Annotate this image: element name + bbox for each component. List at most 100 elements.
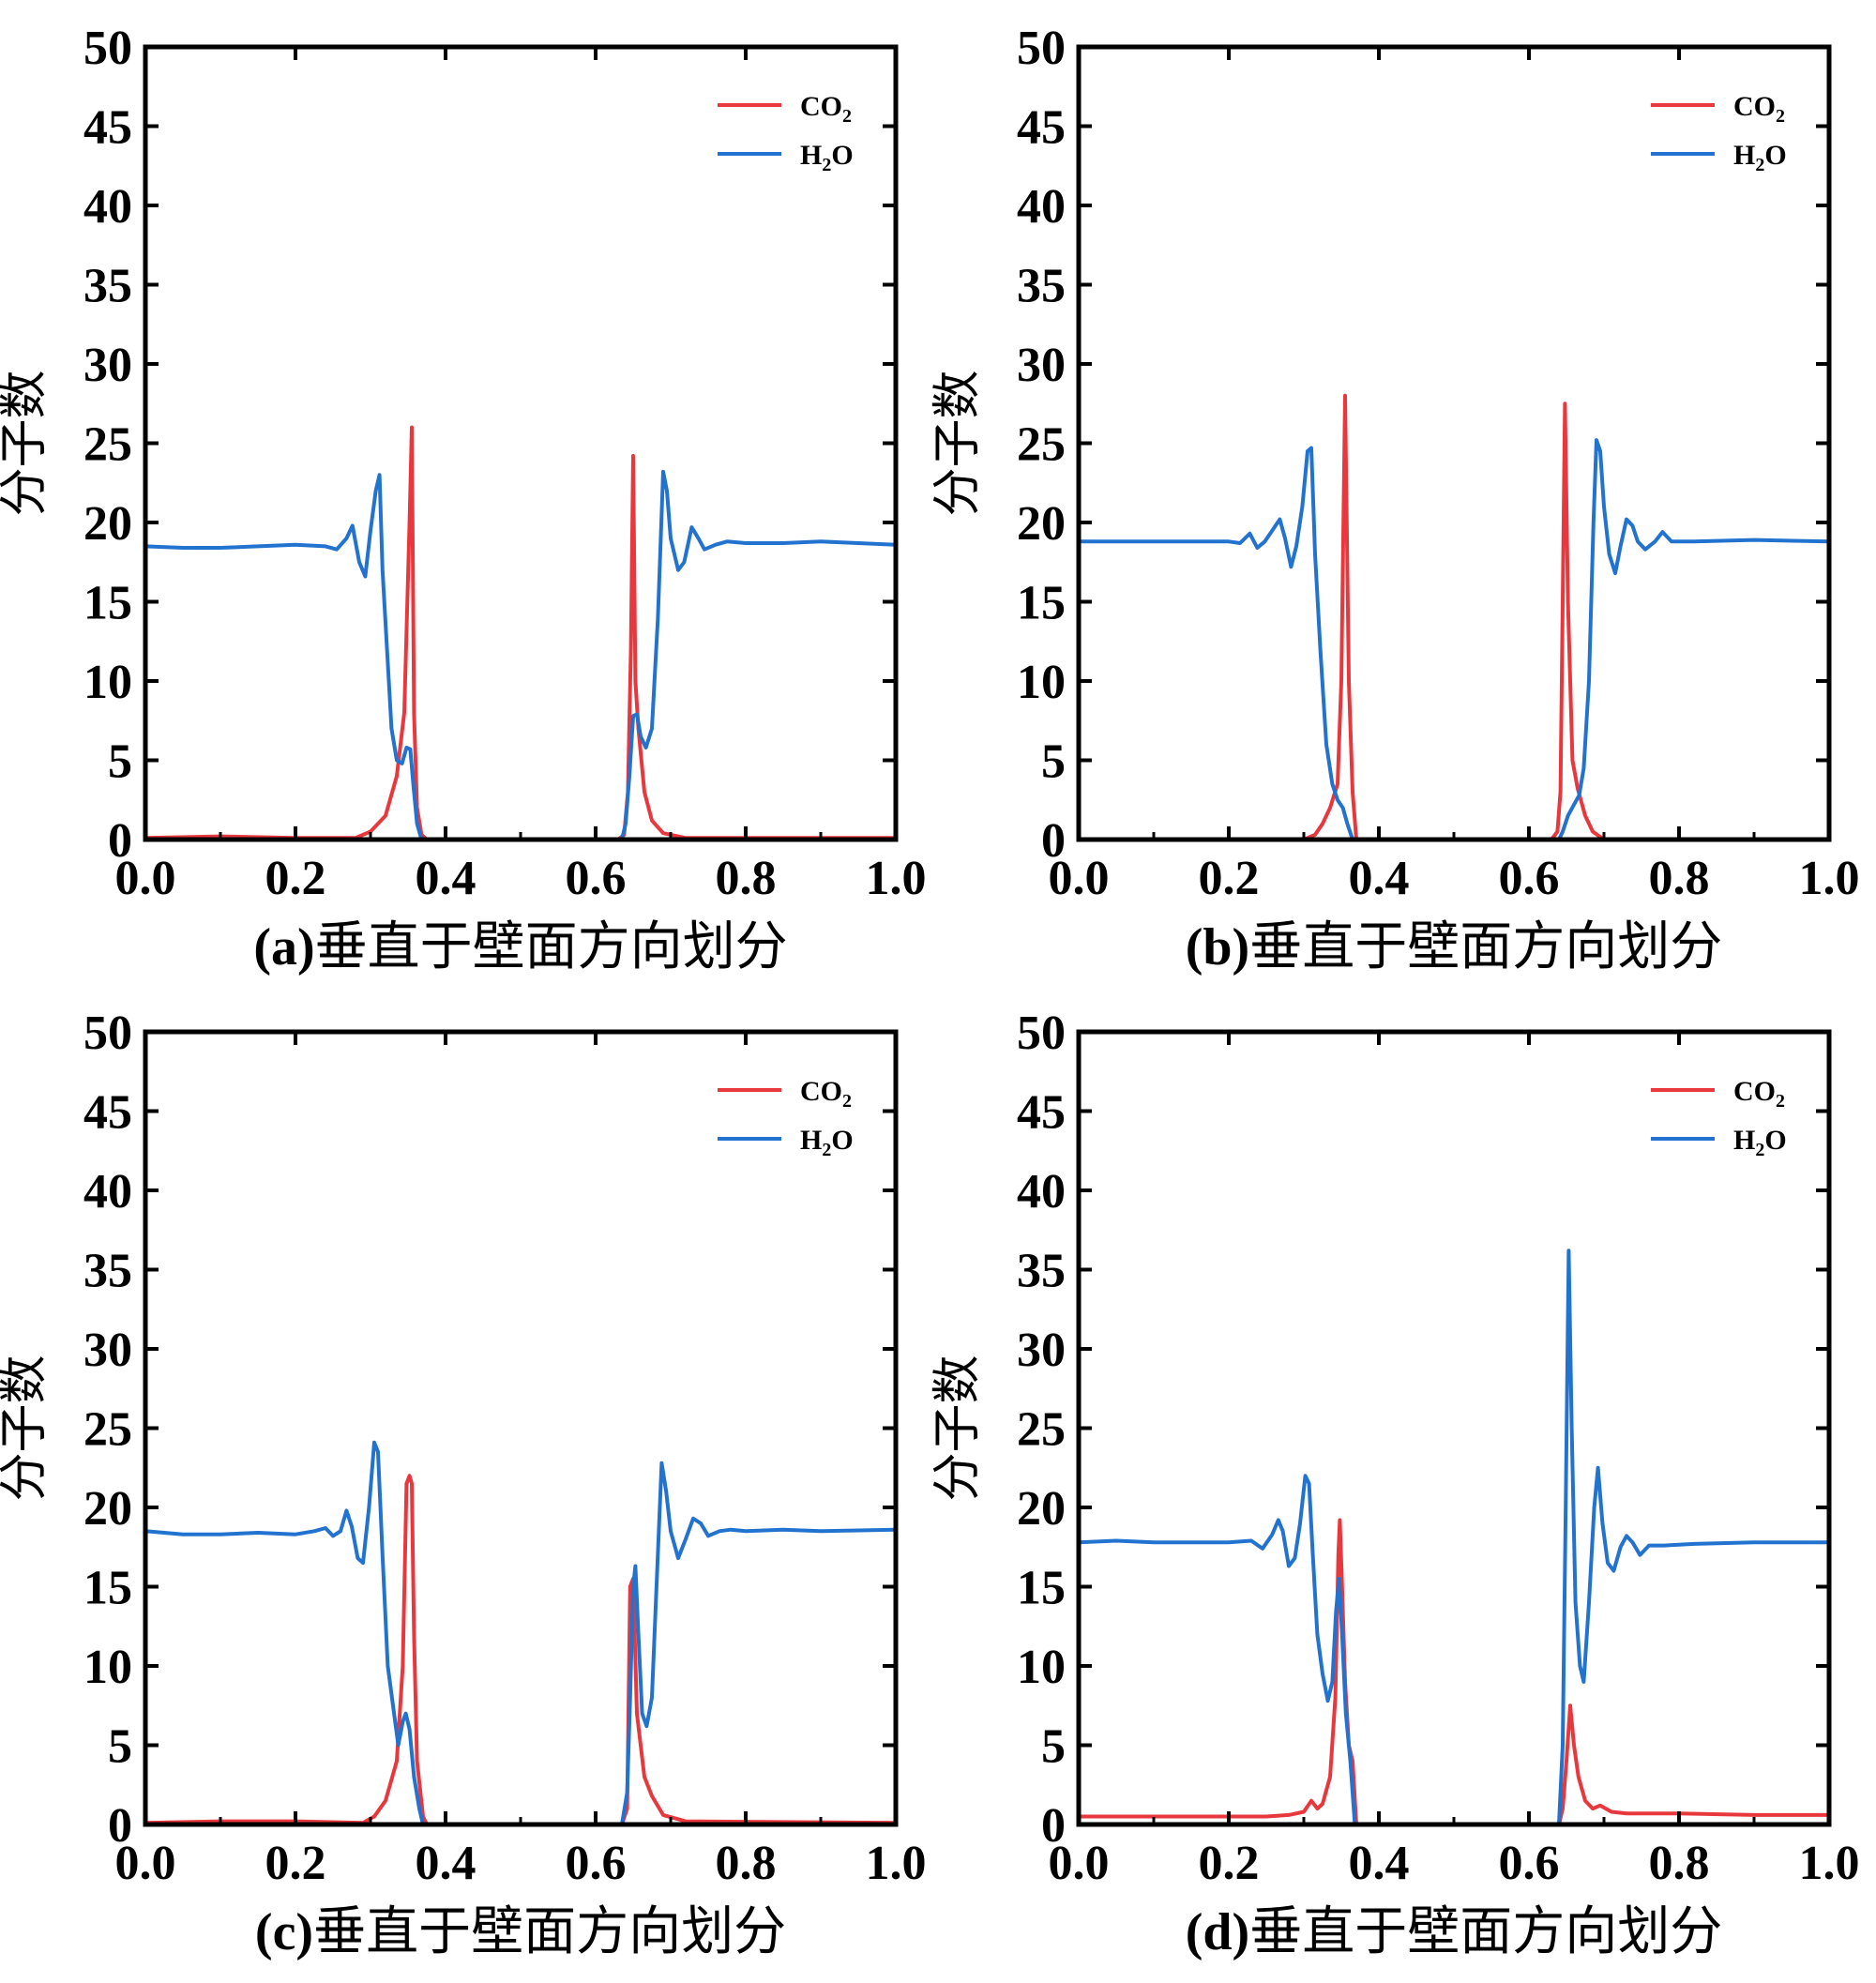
x-tick-label: 0.0	[115, 1837, 176, 1890]
y-tick-label: 0	[108, 1799, 132, 1853]
y-tick-label: 50	[1017, 22, 1066, 75]
y-axis-label: 分子数	[930, 1355, 986, 1501]
chart-panel-c: 0.0 0.2 0.4 0.6 0.8 1.0 0 5 10 15 20 25 30 35 40 45 50 分子…	[0, 1007, 927, 1961]
y-tick-label: 40	[83, 1165, 132, 1219]
y-tick-label: 25	[83, 1403, 132, 1457]
x-tick-label: 0.0	[115, 852, 176, 905]
legend-label-h2o: H2O	[800, 140, 854, 175]
chart-panel-d: 0.0 0.2 0.4 0.6 0.8 1.0 0 5 10 15 20 25 30 35 40 45 50 分子…	[930, 1007, 1860, 1961]
panel-caption: (d)垂直于壁面方向划分	[1186, 1903, 1722, 1961]
y-tick-label: 30	[1017, 339, 1066, 392]
legend-label-co2: CO2	[800, 1076, 852, 1112]
x-tick-label: 0.8	[1649, 852, 1710, 905]
legend-label-co2: CO2	[800, 91, 852, 127]
y-tick-label: 45	[83, 101, 132, 155]
y-tick-label: 0	[108, 814, 132, 868]
y-axis-label: 分子数	[0, 370, 53, 516]
y-tick-label: 30	[1017, 1324, 1066, 1377]
y-tick-label: 40	[1017, 180, 1066, 234]
series-line-co2	[144, 1474, 897, 1826]
y-tick-label: 10	[83, 656, 132, 709]
y-tick-label: 45	[1017, 101, 1066, 155]
series-line-co2	[1079, 1518, 1829, 1826]
chart-panel-b: 0.0 0.2 0.4 0.6 0.8 1.0 0 5 10 15 20 25 30 35 40 45 50 分子…	[930, 22, 1860, 976]
x-tick-label: 0.2	[1199, 852, 1260, 905]
plot-frame	[143, 44, 899, 842]
plot-frame	[1076, 44, 1832, 842]
y-tick-label: 0	[1041, 814, 1066, 868]
plot-frame	[143, 1029, 899, 1827]
x-tick-label: 0.8	[716, 852, 777, 905]
y-tick-label: 50	[83, 22, 132, 75]
y-tick-label: 10	[1017, 656, 1066, 709]
y-tick-label: 40	[1017, 1165, 1066, 1219]
x-tick-label: 0.4	[1349, 1837, 1410, 1890]
panel-caption: (c)垂直于壁面方向划分	[255, 1903, 786, 1961]
plot-frame	[1076, 1029, 1832, 1827]
series-line-h2o	[144, 469, 897, 841]
x-tick-label: 0.2	[1199, 1837, 1260, 1890]
y-tick-label: 20	[1017, 497, 1066, 551]
legend-label-h2o: H2O	[1733, 140, 1787, 175]
legend-label-co2: CO2	[1733, 91, 1785, 127]
x-tick-label: 0.2	[265, 1837, 326, 1890]
y-tick-label: 15	[83, 577, 132, 630]
panel-caption: (b)垂直于壁面方向划分	[1186, 918, 1722, 976]
y-tick-label: 35	[83, 260, 132, 313]
x-tick-label: 0.4	[416, 852, 477, 905]
x-tick-label: 1.0	[1799, 852, 1860, 905]
x-tick-label: 0.6	[566, 852, 627, 905]
series-line-co2	[144, 425, 896, 841]
x-tick-label: 0.0	[1049, 1837, 1110, 1890]
series-line-h2o	[1079, 438, 1830, 841]
y-tick-label: 35	[83, 1245, 132, 1298]
y-tick-label: 25	[1017, 418, 1066, 472]
y-tick-label: 5	[108, 735, 132, 789]
x-tick-label: 0.6	[566, 1837, 627, 1890]
legend-label-h2o: H2O	[1733, 1125, 1787, 1160]
x-tick-label: 0.8	[716, 1837, 777, 1890]
series-line-h2o	[1078, 1249, 1829, 1826]
y-tick-label: 5	[1041, 735, 1066, 789]
y-tick-label: 15	[1017, 577, 1066, 630]
x-tick-label: 0.6	[1499, 1837, 1560, 1890]
y-tick-label: 30	[83, 1324, 132, 1377]
y-tick-label: 5	[108, 1720, 132, 1774]
y-tick-label: 30	[83, 339, 132, 392]
x-tick-label: 0.2	[265, 852, 326, 905]
y-tick-label: 0	[1041, 1799, 1066, 1853]
y-tick-label: 20	[1017, 1482, 1066, 1536]
y-tick-label: 35	[1017, 260, 1066, 313]
y-tick-label: 15	[83, 1562, 132, 1615]
x-tick-label: 0.8	[1649, 1837, 1710, 1890]
series-line-h2o	[144, 1440, 897, 1826]
y-tick-label: 20	[83, 1482, 132, 1536]
y-tick-label: 45	[1017, 1086, 1066, 1140]
y-axis-label: 分子数	[0, 1355, 53, 1501]
x-tick-label: 1.0	[866, 852, 927, 905]
legend-label-co2: CO2	[1733, 1076, 1785, 1112]
y-tick-label: 10	[83, 1641, 132, 1694]
x-tick-label: 1.0	[866, 1837, 927, 1890]
y-tick-label: 15	[1017, 1562, 1066, 1615]
x-tick-label: 1.0	[1799, 1837, 1860, 1890]
y-tick-label: 25	[1017, 1403, 1066, 1457]
x-tick-label: 0.4	[1349, 852, 1410, 905]
x-tick-label: 0.6	[1499, 852, 1560, 905]
legend-label-h2o: H2O	[800, 1125, 854, 1160]
panel-caption: (a)垂直于壁面方向划分	[253, 918, 787, 976]
series-line-co2	[1079, 393, 1829, 841]
y-tick-label: 20	[83, 497, 132, 551]
y-tick-label: 5	[1041, 1720, 1066, 1774]
chart-panel-a: 0.0 0.2 0.4 0.6 0.8 1.0 0 5 10 15 20 25 30 35 40 45 50 分子…	[0, 22, 927, 976]
y-tick-label: 10	[1017, 1641, 1066, 1694]
y-tick-label: 50	[1017, 1007, 1066, 1060]
x-tick-label: 0.0	[1049, 852, 1110, 905]
x-tick-label: 0.4	[416, 1837, 477, 1890]
y-tick-label: 35	[1017, 1245, 1066, 1298]
y-axis-label: 分子数	[930, 370, 986, 516]
y-tick-label: 25	[83, 418, 132, 472]
y-tick-label: 50	[83, 1007, 132, 1060]
y-tick-label: 40	[83, 180, 132, 234]
